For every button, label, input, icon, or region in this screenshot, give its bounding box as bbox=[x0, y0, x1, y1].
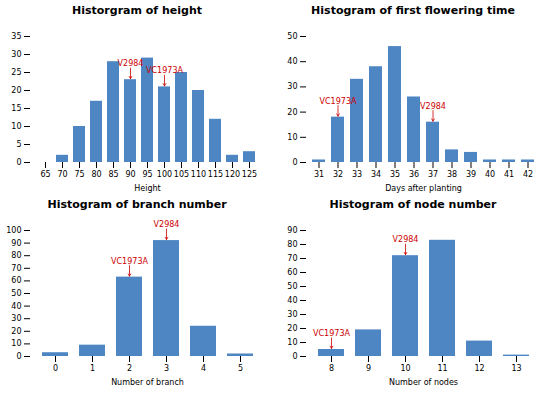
svg-text:VC1973A: VC1973A bbox=[320, 97, 357, 106]
svg-text:12: 12 bbox=[474, 364, 484, 373]
svg-text:34: 34 bbox=[371, 170, 381, 179]
svg-text:100: 100 bbox=[157, 170, 172, 179]
svg-text:85: 85 bbox=[108, 170, 118, 179]
svg-text:15: 15 bbox=[11, 104, 21, 113]
svg-text:VC1973A: VC1973A bbox=[111, 257, 148, 266]
svg-text:90: 90 bbox=[11, 239, 21, 248]
svg-text:30: 30 bbox=[287, 82, 297, 91]
svg-text:35: 35 bbox=[11, 32, 21, 41]
svg-text:30: 30 bbox=[11, 314, 21, 323]
svg-text:5: 5 bbox=[238, 364, 243, 373]
svg-text:40: 40 bbox=[11, 302, 21, 311]
svg-text:60: 60 bbox=[287, 268, 297, 277]
svg-text:32: 32 bbox=[333, 170, 343, 179]
svg-text:0: 0 bbox=[16, 158, 21, 167]
svg-text:35: 35 bbox=[390, 170, 400, 179]
html-text:Histogram of branch number: Histogram of branch number bbox=[47, 198, 227, 211]
svg-text:50: 50 bbox=[287, 32, 297, 41]
svg-text:80: 80 bbox=[11, 251, 21, 260]
svg-text:20: 20 bbox=[287, 324, 297, 333]
svg-text:V2984: V2984 bbox=[420, 102, 446, 111]
svg-text:Number of branch: Number of branch bbox=[111, 378, 184, 387]
svg-text:20: 20 bbox=[11, 327, 21, 336]
svg-text:10: 10 bbox=[400, 364, 410, 373]
svg-text:125: 125 bbox=[242, 170, 257, 179]
svg-text:0: 0 bbox=[292, 352, 297, 361]
svg-text:13: 13 bbox=[511, 364, 521, 373]
svg-text:2: 2 bbox=[127, 364, 132, 373]
svg-text:30: 30 bbox=[11, 50, 21, 59]
svg-text:70: 70 bbox=[11, 264, 21, 273]
svg-text:VC1973A: VC1973A bbox=[313, 329, 350, 338]
svg-text:10: 10 bbox=[11, 339, 21, 348]
svg-text:0: 0 bbox=[16, 352, 21, 361]
svg-text:10: 10 bbox=[11, 122, 21, 131]
svg-text:10: 10 bbox=[287, 133, 297, 142]
svg-text:Number of nodes: Number of nodes bbox=[389, 378, 458, 387]
svg-text:70: 70 bbox=[57, 170, 67, 179]
svg-text:V2984: V2984 bbox=[118, 59, 144, 68]
svg-text:39: 39 bbox=[466, 170, 476, 179]
svg-text:80: 80 bbox=[91, 170, 101, 179]
svg-text:90: 90 bbox=[287, 226, 297, 235]
svg-text:31: 31 bbox=[314, 170, 324, 179]
svg-text:25: 25 bbox=[11, 68, 21, 77]
svg-text:8: 8 bbox=[329, 364, 334, 373]
svg-text:0: 0 bbox=[53, 364, 58, 373]
svg-text:1: 1 bbox=[90, 364, 95, 373]
svg-text:4: 4 bbox=[201, 364, 206, 373]
svg-text:V2984: V2984 bbox=[154, 220, 180, 229]
svg-text:VC1973A: VC1973A bbox=[146, 66, 183, 75]
svg-text:90: 90 bbox=[125, 170, 135, 179]
svg-text:40: 40 bbox=[485, 170, 495, 179]
svg-text:120: 120 bbox=[225, 170, 240, 179]
svg-text:38: 38 bbox=[447, 170, 457, 179]
html-text:Historgram of height: Historgram of height bbox=[72, 4, 202, 17]
svg-text:105: 105 bbox=[174, 170, 189, 179]
svg-text:40: 40 bbox=[287, 296, 297, 305]
svg-text:50: 50 bbox=[11, 289, 21, 298]
svg-text:50: 50 bbox=[287, 282, 297, 291]
svg-text:9: 9 bbox=[366, 364, 371, 373]
svg-text:75: 75 bbox=[74, 170, 84, 179]
svg-text:33: 33 bbox=[352, 170, 362, 179]
svg-text:11: 11 bbox=[437, 364, 447, 373]
svg-text:V2984: V2984 bbox=[393, 235, 419, 244]
svg-text:41: 41 bbox=[504, 170, 514, 179]
svg-text:110: 110 bbox=[191, 170, 206, 179]
svg-text:42: 42 bbox=[523, 170, 533, 179]
svg-text:100: 100 bbox=[6, 226, 21, 235]
html-text:Histogram of first flowering t: Histogram of first flowering time bbox=[311, 4, 515, 17]
svg-text:80: 80 bbox=[287, 240, 297, 249]
svg-text:36: 36 bbox=[409, 170, 419, 179]
svg-text:Days after planting: Days after planting bbox=[385, 184, 462, 193]
svg-text:30: 30 bbox=[287, 310, 297, 319]
svg-text:20: 20 bbox=[11, 86, 21, 95]
svg-text:20: 20 bbox=[287, 108, 297, 117]
html-text:Histogram of node number: Histogram of node number bbox=[329, 198, 497, 211]
svg-text:0: 0 bbox=[292, 158, 297, 167]
svg-text:95: 95 bbox=[142, 170, 152, 179]
svg-text:10: 10 bbox=[287, 338, 297, 347]
svg-text:5: 5 bbox=[16, 140, 21, 149]
svg-text:60: 60 bbox=[11, 276, 21, 285]
svg-text:65: 65 bbox=[40, 170, 50, 179]
svg-text:115: 115 bbox=[208, 170, 223, 179]
svg-text:3: 3 bbox=[164, 364, 169, 373]
svg-text:40: 40 bbox=[287, 57, 297, 66]
svg-text:Height: Height bbox=[134, 184, 160, 193]
svg-text:70: 70 bbox=[287, 254, 297, 263]
svg-text:37: 37 bbox=[428, 170, 438, 179]
